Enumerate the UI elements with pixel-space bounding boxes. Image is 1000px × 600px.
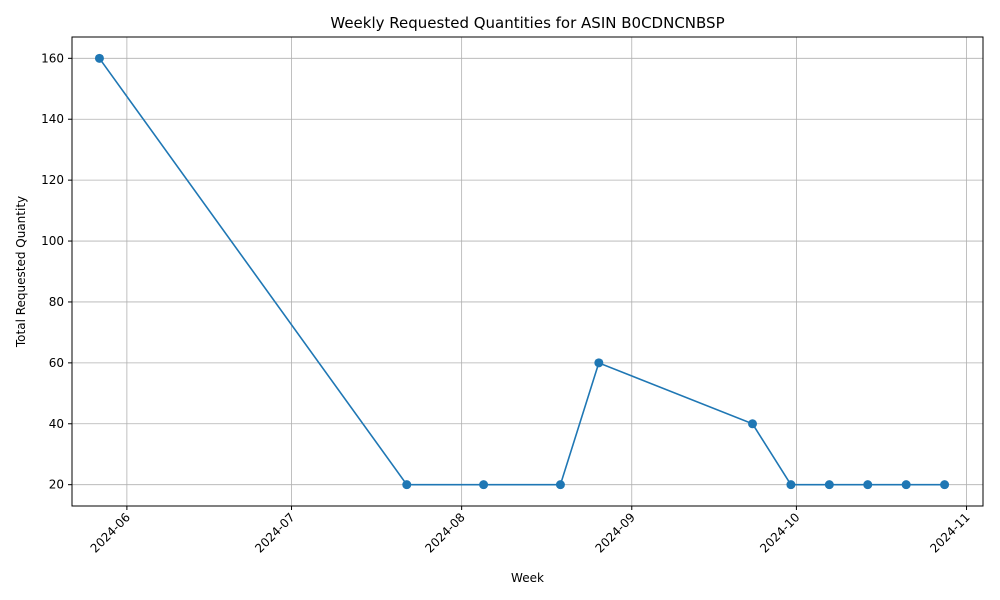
x-tick-label: 2024-10 (757, 510, 802, 555)
data-point (940, 480, 950, 490)
plot-frame (71, 36, 984, 507)
series (94, 53, 950, 490)
data-point (402, 480, 412, 490)
y-tick-label: 80 (49, 295, 64, 309)
y-axis-title: Total Requested Quantity (14, 196, 28, 348)
y-tick-label: 60 (49, 356, 64, 370)
data-point (748, 419, 758, 429)
data-point (94, 53, 104, 63)
x-axis-title: Week (511, 571, 544, 585)
x-tick-label: 2024-09 (593, 510, 638, 555)
chart-title: Weekly Requested Quantities for ASIN B0C… (330, 14, 724, 32)
axes: 20 40 60 80 100 120 140 160 2024-06 2024-07 2024-0… (41, 51, 973, 555)
x-tick-label: 2024-06 (88, 510, 133, 555)
data-point (824, 480, 834, 490)
series-line (98, 57, 945, 486)
y-tick-label: 40 (49, 417, 64, 431)
data-point (786, 480, 796, 490)
y-tick-label: 100 (41, 234, 64, 248)
data-point (901, 480, 911, 490)
data-point (594, 358, 604, 368)
x-tick-label: 2024-08 (422, 510, 467, 555)
y-tick-label: 140 (41, 112, 64, 126)
data-point (555, 480, 565, 490)
data-point (863, 480, 873, 490)
grid (72, 37, 983, 506)
x-tick-label: 2024-11 (927, 510, 972, 555)
x-tick-label: 2024-07 (252, 510, 297, 555)
y-tick-label: 120 (41, 173, 64, 187)
y-tick-label: 20 (49, 478, 64, 492)
data-point (479, 480, 489, 490)
y-tick-label: 160 (41, 51, 64, 65)
